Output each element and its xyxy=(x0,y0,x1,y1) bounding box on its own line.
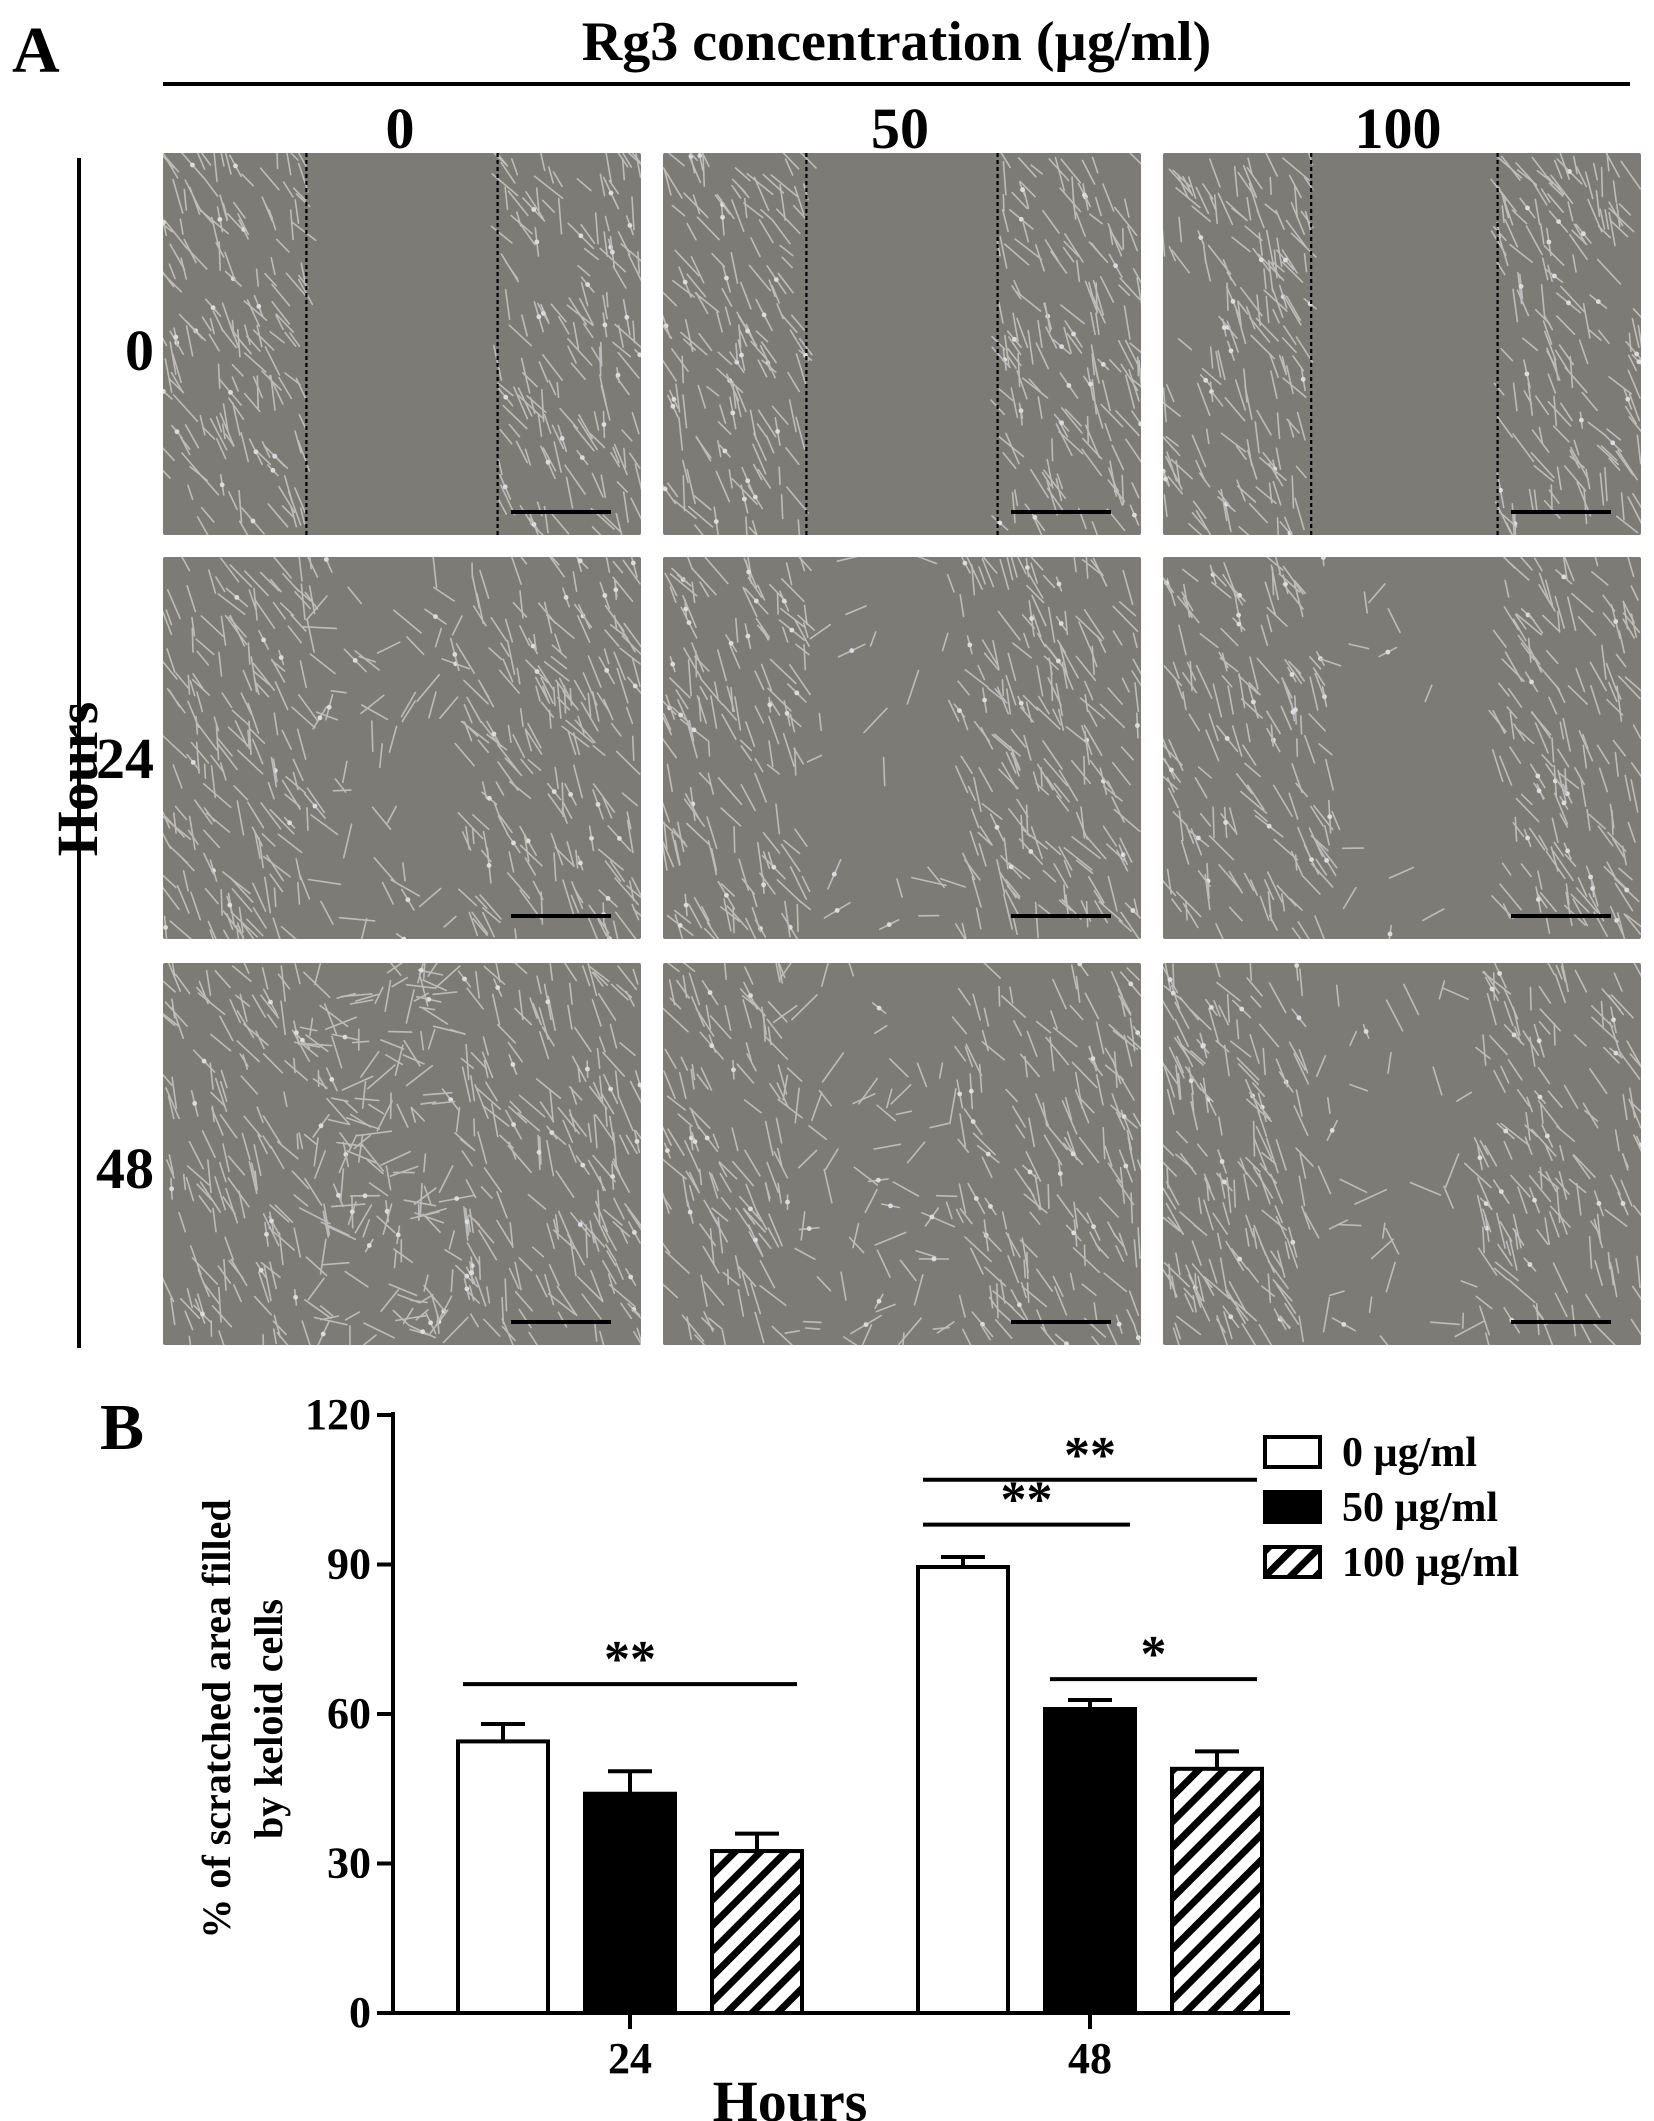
bar-48h-0ug-ml xyxy=(916,1564,1010,2015)
y-tick-label-90: 90 xyxy=(327,1540,371,1589)
micrograph-image xyxy=(163,557,641,939)
scale-bar xyxy=(1511,1320,1611,1324)
bar-24h-0ug-ml xyxy=(456,1739,550,2015)
bar-24h-50ug-ml xyxy=(583,1791,677,2015)
legend-label-2: 100 µg/ml xyxy=(1342,1540,1519,1586)
y-tick-label-30: 30 xyxy=(327,1839,371,1888)
significance-label-4: * xyxy=(1141,1626,1167,1683)
panel-b-label: B xyxy=(100,1391,145,1464)
micrograph-image xyxy=(1163,153,1641,535)
x-tick-label-24: 24 xyxy=(608,2034,652,2083)
panel-a-label: A xyxy=(12,14,60,87)
column-label-50: 50 xyxy=(871,96,929,161)
row-label-48h: 48 xyxy=(96,1136,154,1201)
scale-bar xyxy=(511,914,611,918)
micrograph-image xyxy=(1163,963,1641,1345)
scale-bar xyxy=(511,510,611,514)
y-axis-label-line-2: by keloid cells xyxy=(246,1599,291,1839)
scale-bar xyxy=(1511,510,1611,514)
y-tick-label-0: 0 xyxy=(349,1988,371,2037)
y-tick-label-120: 120 xyxy=(305,1390,371,1439)
scale-bar xyxy=(1011,914,1111,918)
rg3-concentration-header: Rg3 concentration (µg/ml) xyxy=(581,11,1212,73)
micrograph-48h-0ugml xyxy=(163,963,641,1345)
scale-bar xyxy=(511,1320,611,1324)
micrograph-48h-50ugml xyxy=(663,963,1141,1345)
scale-bar xyxy=(1011,1320,1111,1324)
scale-bar xyxy=(1011,510,1111,514)
legend-swatch-1 xyxy=(1263,1490,1322,1524)
y-axis-label-line-1: % of scratched area filled xyxy=(194,1499,239,1938)
y-axis-label: % of scratched area filled by keloid cell… xyxy=(194,1499,291,1938)
micrograph-image xyxy=(663,557,1141,939)
significance-label-3: ** xyxy=(1001,1472,1053,1529)
scale-bar xyxy=(1511,914,1611,918)
legend-label-0: 0 µg/ml xyxy=(1342,1430,1477,1476)
micrograph-0h-50ugml xyxy=(663,153,1141,535)
micrograph-image xyxy=(663,153,1141,535)
micrograph-image xyxy=(1163,557,1641,939)
wound-closure-bar-chart: 0 30 60 90 120 % of scratched area filled by k… xyxy=(194,1390,1519,2121)
micrograph-24h-50ugml xyxy=(663,557,1141,939)
micrograph-image xyxy=(663,963,1141,1345)
micrograph-0h-0ugml xyxy=(163,153,641,535)
micrograph-image xyxy=(163,963,641,1345)
micrograph-0h-100ugml xyxy=(1163,153,1641,535)
column-label-0: 0 xyxy=(385,96,415,161)
header-rule xyxy=(163,82,1630,86)
legend-swatch-2 xyxy=(1263,1545,1322,1579)
row-label-24h: 24 xyxy=(96,726,154,791)
y-tick-label-60: 60 xyxy=(327,1689,371,1738)
hours-axis-rule xyxy=(77,158,81,1348)
micrograph-image xyxy=(163,153,641,535)
x-axis-label: Hours xyxy=(713,2069,868,2121)
micrograph-24h-100ugml xyxy=(1163,557,1641,939)
row-label-0h: 0 xyxy=(125,318,154,383)
legend-label-1: 50 µg/ml xyxy=(1342,1485,1498,1531)
x-tick-label-48: 48 xyxy=(1068,2034,1112,2083)
significance-label-1: ** xyxy=(604,1631,656,1688)
bar-24h-100ug-ml xyxy=(710,1849,804,2015)
micrograph-24h-0ugml xyxy=(163,557,641,939)
significance-label-2: ** xyxy=(1064,1427,1116,1484)
bar-48h-50ug-ml xyxy=(1043,1707,1137,2015)
column-label-100: 100 xyxy=(1354,96,1442,161)
legend-swatch-0 xyxy=(1263,1435,1322,1469)
micrograph-48h-100ugml xyxy=(1163,963,1641,1345)
bar-48h-100ug-ml xyxy=(1170,1766,1264,2016)
